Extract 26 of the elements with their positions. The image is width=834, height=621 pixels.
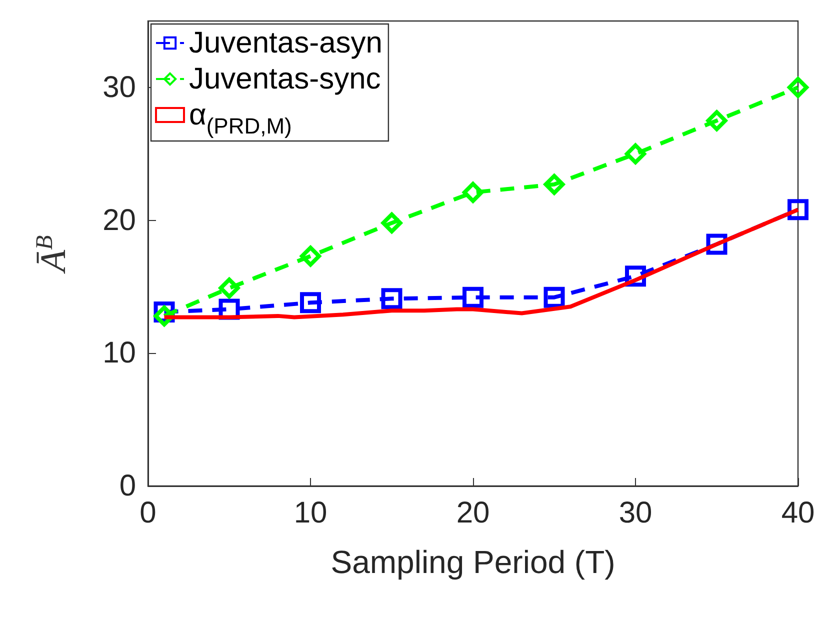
- point: [788, 199, 808, 220]
- x-tick-label: 40: [781, 496, 815, 530]
- x-tick-label: 0: [140, 496, 156, 530]
- point: [544, 174, 565, 195]
- x-tick-label: 30: [618, 496, 652, 530]
- point: [381, 212, 402, 234]
- point: [788, 76, 808, 98]
- y-tick-label: 0: [119, 470, 136, 502]
- point: [218, 278, 240, 299]
- legend-label: Juventas-asyn: [189, 26, 382, 60]
- y-tick-label: 20: [102, 204, 136, 237]
- point: [706, 110, 728, 132]
- y-tick-label: 30: [102, 70, 136, 104]
- point: [300, 246, 321, 267]
- y-tick-label: 10: [102, 336, 136, 370]
- point: [381, 288, 402, 310]
- point: [625, 143, 646, 164]
- point: [544, 286, 565, 308]
- y-axis-title: ĀB: [32, 234, 73, 274]
- point: [300, 292, 321, 314]
- x-axis-title: Sampling Period (T): [330, 544, 616, 580]
- legend-label: Juventas-sync: [189, 62, 381, 96]
- x-tick-label: 10: [294, 496, 328, 530]
- point: [462, 182, 484, 203]
- x-tick-label: 20: [456, 496, 490, 530]
- point: [462, 286, 484, 308]
